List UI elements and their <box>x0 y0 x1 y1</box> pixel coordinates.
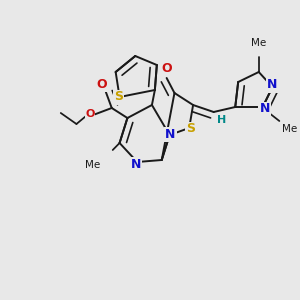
Text: O: O <box>161 62 172 76</box>
Text: H: H <box>217 115 226 125</box>
Text: Me: Me <box>85 160 100 170</box>
Text: Me: Me <box>282 124 298 134</box>
Text: N: N <box>131 158 141 170</box>
Text: N: N <box>165 128 176 140</box>
Text: S: S <box>114 91 123 103</box>
Text: S: S <box>186 122 195 136</box>
Text: N: N <box>267 79 278 92</box>
Text: N: N <box>260 103 270 116</box>
Text: O: O <box>97 77 107 91</box>
Text: Me: Me <box>251 38 266 48</box>
Text: O: O <box>85 109 95 119</box>
